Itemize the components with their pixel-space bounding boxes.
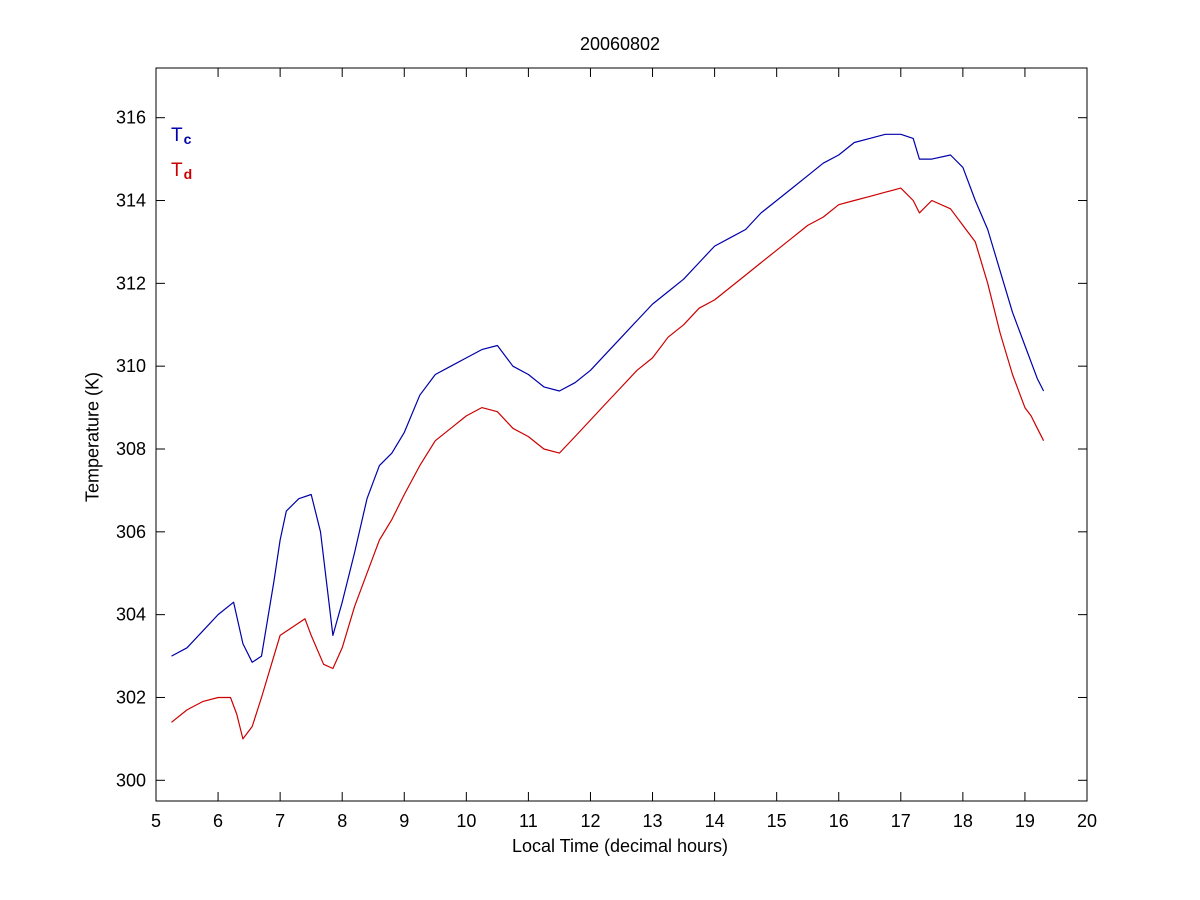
legend-tc-subscript: c xyxy=(183,131,192,147)
legend-td-name: T xyxy=(171,160,183,181)
plot-area xyxy=(155,67,1088,802)
x-tick-label: 16 xyxy=(829,811,849,831)
x-tick-label: 7 xyxy=(275,811,285,831)
y-tick-label: 312 xyxy=(116,273,146,293)
x-tick-label: 5 xyxy=(151,811,161,831)
y-tick-label: 300 xyxy=(116,770,146,790)
series-line-c xyxy=(171,133,1045,663)
series-layer xyxy=(171,133,1045,740)
x-axis-label: Local Time (decimal hours) xyxy=(511,836,729,856)
axis-ticks: 5 6 7 8 9 10 11 12 13 14 15 16 17 18 19 20 300 302 304 306 3… xyxy=(116,68,1097,831)
legend-td: Td xyxy=(171,160,193,182)
x-tick-label: 14 xyxy=(705,811,725,831)
chart-title: 20060802 xyxy=(579,34,661,54)
y-tick-label: 316 xyxy=(116,108,146,128)
y-axis-label: Temperature (K) xyxy=(82,371,103,503)
y-tick-label: 306 xyxy=(116,522,146,542)
x-tick-label: 11 xyxy=(519,811,538,831)
x-tick-label: 10 xyxy=(456,811,476,831)
x-tick-label: 8 xyxy=(337,811,347,831)
legend-tc-name: T xyxy=(171,125,183,146)
x-tick-label: 18 xyxy=(953,811,973,831)
x-tick-label: 12 xyxy=(580,811,600,831)
legend-td-subscript: d xyxy=(183,166,193,182)
y-tick-label: 304 xyxy=(116,605,146,625)
x-tick-label: 20 xyxy=(1077,811,1097,831)
x-tick-label: 9 xyxy=(399,811,409,831)
legend-tc: Tc xyxy=(171,125,192,147)
x-tick-label: 17 xyxy=(891,811,911,831)
y-tick-label: 310 xyxy=(116,356,146,376)
y-tick-label: 302 xyxy=(116,687,146,707)
x-tick-label: 19 xyxy=(1015,811,1035,831)
series-line-d xyxy=(171,187,1045,740)
x-tick-label: 6 xyxy=(213,811,223,831)
x-tick-label: 15 xyxy=(767,811,787,831)
y-tick-label: 314 xyxy=(116,191,146,211)
x-tick-label: 13 xyxy=(643,811,663,831)
y-tick-label: 308 xyxy=(116,439,146,459)
